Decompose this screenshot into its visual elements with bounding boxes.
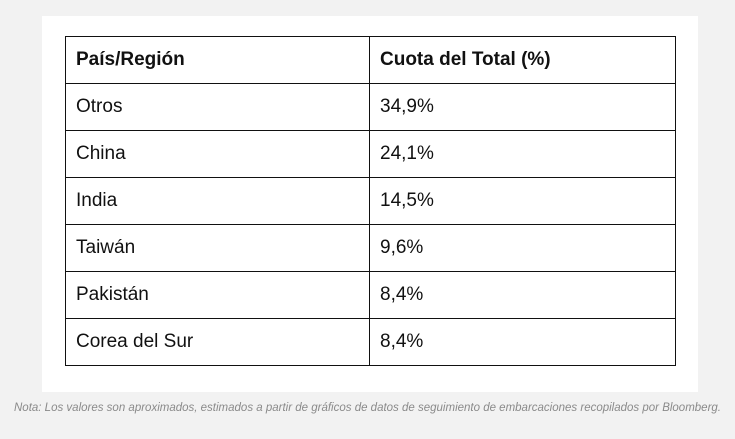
cell-share: 24,1% <box>369 130 676 178</box>
cell-share: 8,4% <box>369 318 676 366</box>
table-card: País/Región Cuota del Total (%) Otros 34… <box>42 16 698 392</box>
cell-country: Taiwán <box>65 224 370 272</box>
share-table: País/Región Cuota del Total (%) Otros 34… <box>65 36 676 366</box>
table-row: India 14,5% <box>65 177 676 225</box>
header-share-total: Cuota del Total (%) <box>369 36 676 84</box>
table-row: Corea del Sur 8,4% <box>65 318 676 366</box>
cell-country: Otros <box>65 83 370 131</box>
cell-country: India <box>65 177 370 225</box>
table-row: Taiwán 9,6% <box>65 224 676 272</box>
cell-share: 34,9% <box>369 83 676 131</box>
cell-share: 14,5% <box>369 177 676 225</box>
table-row: Otros 34,9% <box>65 83 676 131</box>
cell-country: China <box>65 130 370 178</box>
source-note: Nota: Los valores son aproximados, estim… <box>14 402 721 414</box>
table-header-row: País/Región Cuota del Total (%) <box>65 36 676 84</box>
table-row: Pakistán 8,4% <box>65 271 676 319</box>
cell-share: 9,6% <box>369 224 676 272</box>
table-row: China 24,1% <box>65 130 676 178</box>
header-country-region: País/Región <box>65 36 370 84</box>
cell-country: Pakistán <box>65 271 370 319</box>
cell-share: 8,4% <box>369 271 676 319</box>
cell-country: Corea del Sur <box>65 318 370 366</box>
